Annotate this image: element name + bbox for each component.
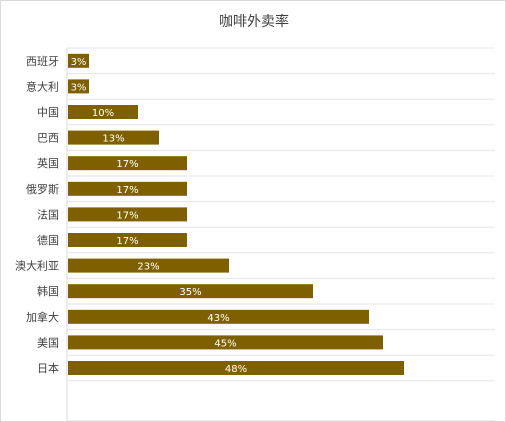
bar [68,53,89,68]
data-label: 45% [214,338,236,349]
bar [68,181,187,196]
category-label: 意大利 [26,79,59,93]
data-label: 17% [116,185,138,196]
data-label: 17% [116,210,138,221]
bar [68,79,89,94]
data-label: 13% [102,134,124,145]
category-label: 德国 [37,233,59,247]
chart-title: 咖啡外卖率 [219,14,289,30]
data-label: 17% [116,236,138,247]
bar [68,207,187,222]
data-label: 3% [71,82,87,93]
category-label: 俄罗斯 [26,183,59,196]
data-label: 3% [71,57,87,68]
bar [68,105,138,119]
bar [68,361,404,375]
category-label: 美国 [37,336,59,349]
category-label: 日本 [37,361,59,375]
data-label: 43% [207,313,229,324]
category-label: 加拿大 [26,310,59,324]
data-label: 10% [92,108,114,119]
bar [68,309,369,324]
bar [68,233,187,247]
bar [68,130,159,145]
category-label: 韩国 [37,284,59,298]
category-label: 西班牙 [26,55,59,68]
data-label: 23% [137,262,159,273]
data-label: 48% [225,364,247,375]
category-label: 中国 [37,106,59,119]
bar [68,156,187,171]
category-label: 英国 [37,156,59,170]
bar [68,284,313,299]
bar [68,258,229,273]
category-label: 法国 [37,207,59,221]
data-label: 35% [179,287,201,298]
bar [68,335,383,350]
data-label: 17% [116,159,138,170]
category-label: 巴西 [37,132,59,145]
category-label: 澳大利亚 [15,259,59,273]
